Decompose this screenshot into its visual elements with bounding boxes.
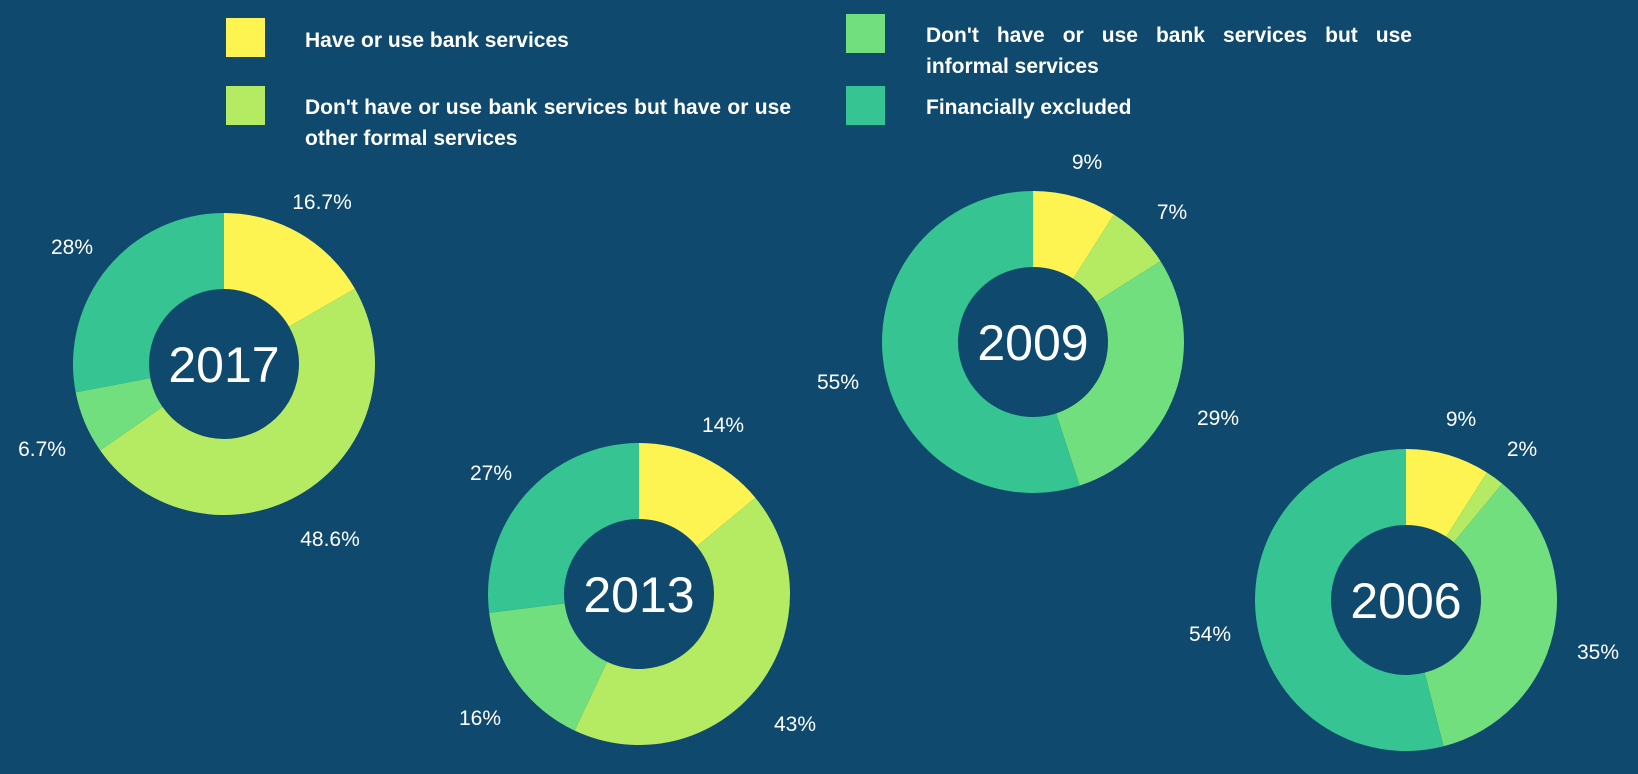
legend-swatch-excluded xyxy=(846,86,885,125)
slice-2009-other-formal xyxy=(1073,214,1161,302)
data-label-2013-informal: 16% xyxy=(459,707,501,730)
slice-2017-other-formal xyxy=(100,288,376,516)
data-label-2009-informal: 29% xyxy=(1197,407,1239,430)
slice-2017-informal xyxy=(75,378,163,451)
data-label-2017-informal: 6.7% xyxy=(18,438,66,461)
donut-2017: 16.7% 48.6% 6.7% 28% 2017 xyxy=(18,191,376,551)
donut-2006: 9% 2% 35% 54% 2006 xyxy=(1189,408,1619,752)
slice-2017-bank xyxy=(224,213,355,327)
slice-2017-excluded xyxy=(72,213,224,393)
slice-2009-informal xyxy=(1056,261,1184,486)
legend-label-excluded: Financially excluded xyxy=(926,96,1132,119)
data-label-2013-bank: 14% xyxy=(702,414,744,437)
donut-2013: 14% 43% 16% 27% 2013 xyxy=(459,414,816,746)
data-label-2006-other-formal: 2% xyxy=(1507,438,1537,461)
center-label-2013: 2013 xyxy=(583,567,694,623)
slice-2006-excluded xyxy=(1254,449,1444,752)
center-label-2006: 2006 xyxy=(1350,573,1461,629)
legend: Have or use bank services Don't have or … xyxy=(0,0,1638,160)
data-label-2017-excluded: 28% xyxy=(51,236,93,259)
legend-swatch-bank xyxy=(226,18,265,57)
slice-2013-informal xyxy=(489,603,608,731)
center-label-2009: 2009 xyxy=(977,315,1088,371)
slice-2013-excluded xyxy=(488,443,639,613)
slice-2006-bank xyxy=(1406,449,1487,537)
donut-2009: 9% 7% 29% 55% 2009 xyxy=(817,151,1239,493)
legend-swatch-informal xyxy=(846,14,885,53)
data-label-2017-bank: 16.7% xyxy=(292,191,352,214)
data-label-2006-bank: 9% xyxy=(1446,408,1476,431)
data-label-2009-other-formal: 7% xyxy=(1157,201,1187,224)
slice-2006-informal xyxy=(1424,483,1557,747)
slice-2013-other-formal xyxy=(574,497,790,746)
data-label-2006-informal: 35% xyxy=(1577,641,1619,664)
legend-label-other-formal: Don't have or use bank services but have… xyxy=(305,96,791,150)
slice-2006-other-formal xyxy=(1446,472,1503,543)
center-label-2017: 2017 xyxy=(168,337,279,393)
legend-swatch-other-formal xyxy=(226,86,265,125)
slice-2009-bank xyxy=(1033,191,1114,279)
data-label-2009-excluded: 55% xyxy=(817,371,859,394)
data-label-2017-other-formal: 48.6% xyxy=(300,528,360,551)
slice-2009-excluded xyxy=(882,191,1080,493)
data-label-2013-other-formal: 43% xyxy=(774,713,816,736)
data-label-2006-excluded: 54% xyxy=(1189,623,1231,646)
slice-2013-bank xyxy=(639,443,756,547)
data-label-2009-bank: 9% xyxy=(1072,151,1102,174)
legend-label-bank: Have or use bank services xyxy=(305,29,569,52)
legend-label-informal: Don't have or use bank services but use … xyxy=(926,24,1412,78)
data-label-2013-excluded: 27% xyxy=(470,462,512,485)
